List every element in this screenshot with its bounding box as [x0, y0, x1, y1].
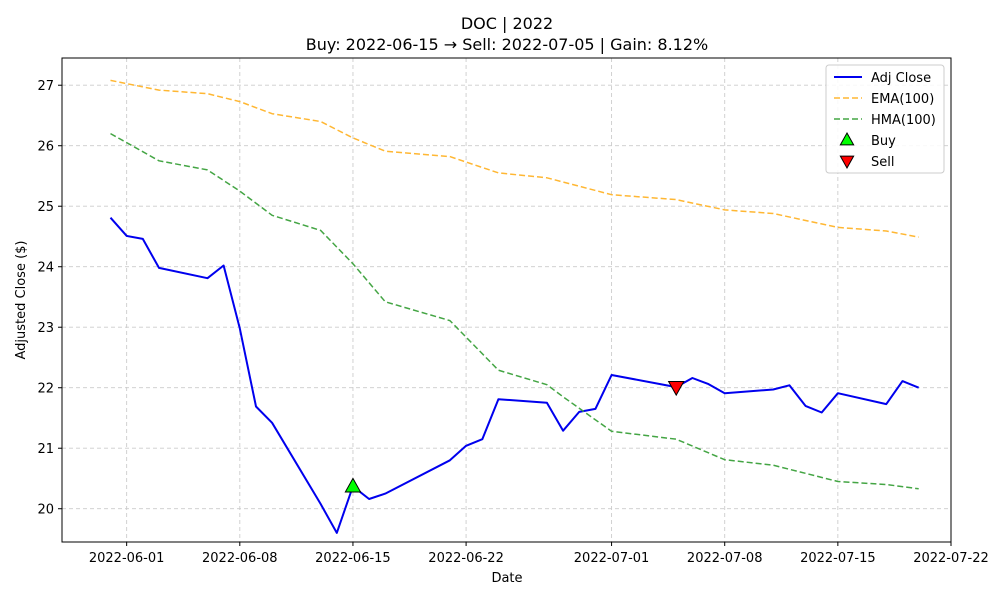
legend-label: HMA(100) — [871, 113, 936, 128]
y-tick-label: 24 — [37, 261, 54, 276]
legend-label: EMA(100) — [871, 92, 934, 107]
legend-label: Sell — [871, 155, 894, 170]
x-tick-label: 2022-07-01 — [574, 551, 650, 566]
legend: Adj Close EMA(100) HMA(100) Buy Sell — [825, 64, 945, 174]
y-tick-label: 20 — [37, 503, 54, 518]
y-axis: 20 21 22 23 24 25 26 27 — [37, 79, 62, 518]
x-axis: 2022-06-01 2022-06-08 2022-06-15 2022-06-22… — [89, 542, 989, 566]
x-tick-label: 2022-07-15 — [800, 551, 876, 566]
legend-label: Adj Close — [871, 71, 931, 86]
x-tick-label: 2022-06-22 — [428, 551, 504, 566]
chart-title: DOC | 2022 — [461, 14, 553, 33]
grid — [62, 58, 952, 542]
legend-label: Buy — [871, 134, 896, 149]
y-tick-label: 23 — [37, 321, 54, 336]
plot-frame — [61, 57, 952, 543]
legend-marker — [839, 131, 855, 146]
buy-marker — [344, 477, 362, 493]
series-layer — [109, 79, 920, 534]
x-tick-label: 2022-06-01 — [89, 551, 165, 566]
x-axis-label: Date — [491, 571, 522, 586]
y-tick-label: 25 — [37, 200, 54, 215]
series-line-ema-100 — [110, 79, 919, 238]
x-tick-label: 2022-07-08 — [687, 551, 763, 566]
series-line-adj-close — [109, 217, 920, 534]
y-tick-label: 22 — [37, 382, 54, 397]
y-tick-label: 26 — [37, 140, 54, 155]
y-tick-label: 21 — [37, 442, 54, 457]
x-tick-label: 2022-06-15 — [315, 551, 391, 566]
marker-layer — [344, 381, 685, 493]
legend-marker — [839, 155, 855, 170]
sell-marker — [667, 381, 685, 397]
legend-box — [825, 64, 945, 174]
y-tick-label: 27 — [37, 79, 54, 94]
y-axis-label: Adjusted Close ($) — [14, 241, 29, 360]
series-line-hma-100 — [110, 132, 919, 490]
chart-subtitle: Buy: 2022-06-15 → Sell: 2022-07-05 | Gai… — [306, 35, 708, 54]
x-tick-label: 2022-06-08 — [202, 551, 278, 566]
x-tick-label: 2022-07-22 — [913, 551, 989, 566]
